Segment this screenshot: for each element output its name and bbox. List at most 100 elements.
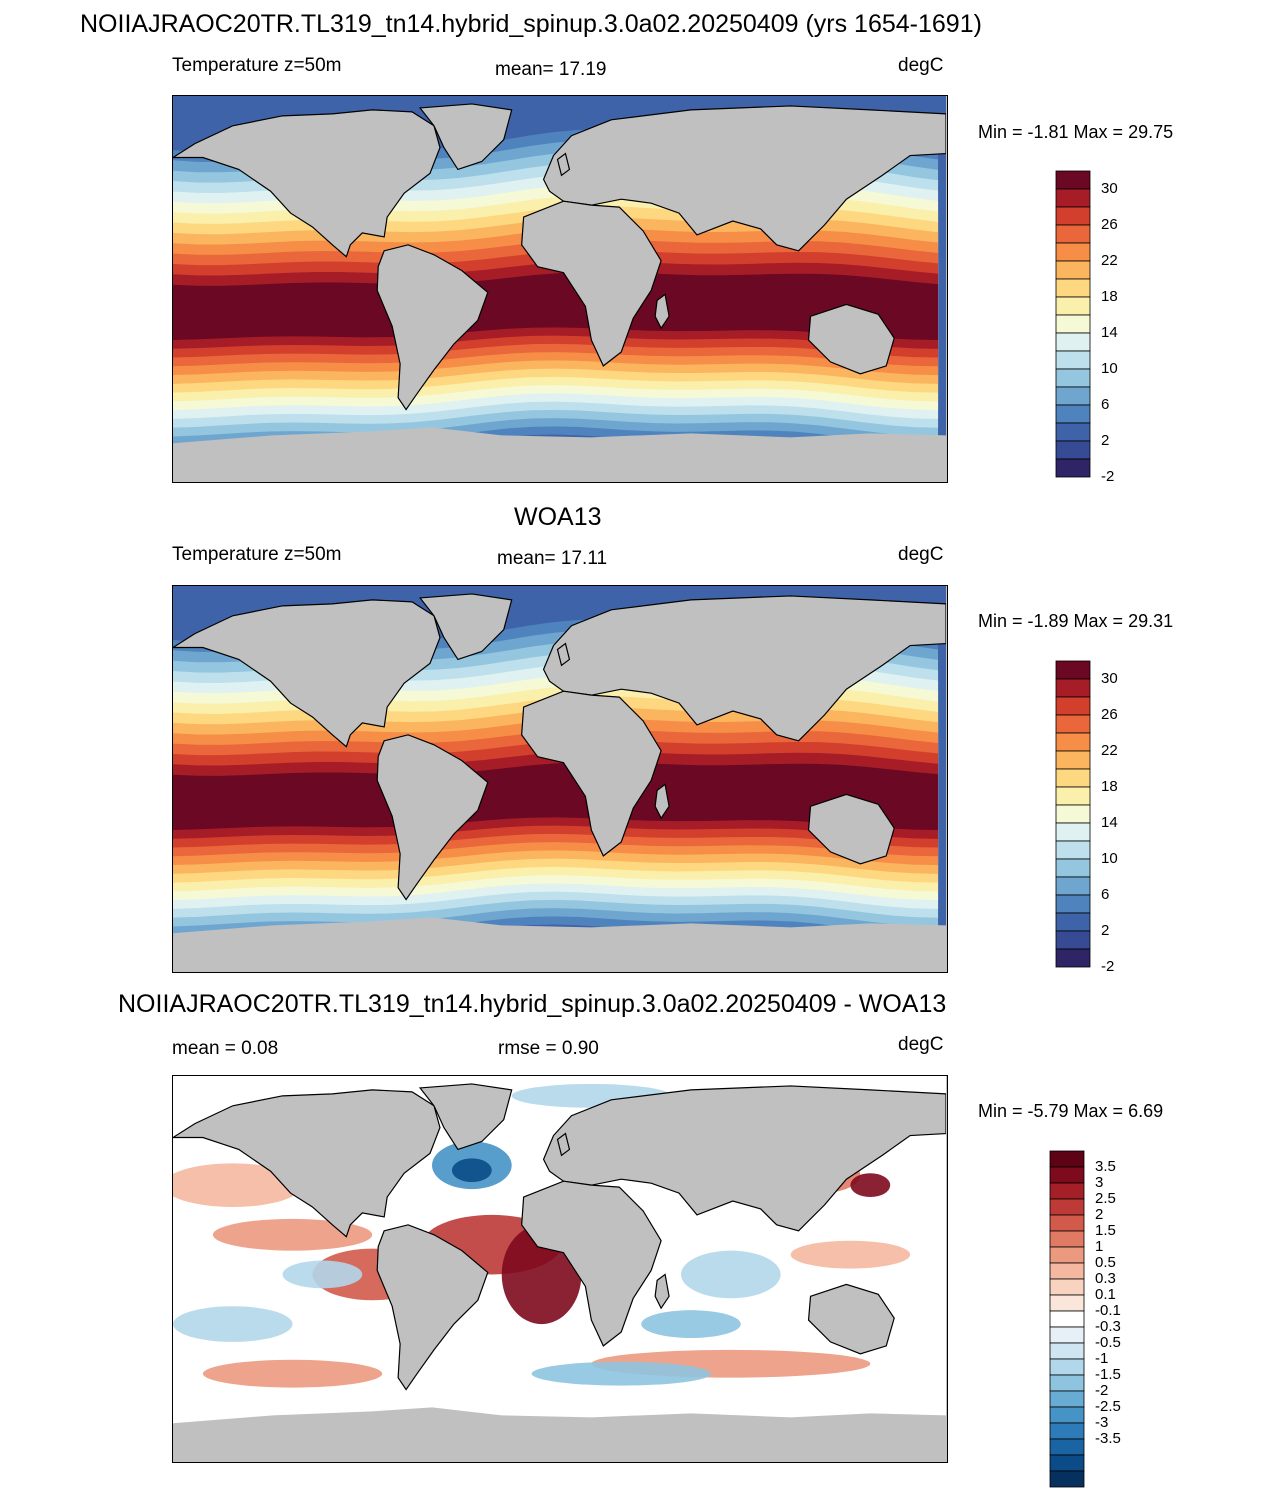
colorbar-swatch	[1049, 1198, 1085, 1216]
colorbar-tick-label: 10	[1101, 850, 1118, 867]
colorbar-swatch	[1055, 314, 1091, 334]
colorbar-swatches	[1055, 170, 1091, 478]
land-africa	[521, 200, 662, 367]
colorbar-swatch	[1055, 440, 1091, 460]
colorbar-tick-label: 2.5	[1095, 1190, 1116, 1207]
panel1-mean-label: mean= 17.19	[495, 59, 607, 80]
colorbar-swatch	[1055, 894, 1091, 914]
land-greenland	[418, 1083, 513, 1151]
colorbar-tick-label: 6	[1101, 886, 1110, 903]
land-uk	[556, 642, 571, 667]
colorbar-swatch	[1055, 876, 1091, 896]
colorbar-tick-label: -3.5	[1095, 1430, 1121, 1447]
land-madagascar	[654, 1273, 670, 1310]
panel3-units-label: degC	[898, 1034, 944, 1055]
colorbar-swatch	[1055, 912, 1091, 932]
colorbar-swatch	[1049, 1214, 1085, 1232]
land-greenland	[418, 593, 513, 661]
panel3-mean-label: mean = 0.08	[172, 1038, 279, 1059]
land-eurasia	[542, 105, 946, 252]
colorbar-tick-label: 0.5	[1095, 1254, 1116, 1271]
main-title: NOIIAJRAOC20TR.TL319_tn14.hybrid_spinup.…	[80, 10, 982, 38]
colorbar-tick-label: -0.5	[1095, 1334, 1121, 1351]
colorbar-tick-label: -0.3	[1095, 1318, 1121, 1335]
land-africa	[521, 1180, 662, 1347]
colorbar-swatch	[1055, 224, 1091, 244]
colorbar-swatches	[1049, 1150, 1085, 1488]
colorbar-swatch	[1055, 804, 1091, 824]
panel3-minmax-label: Min = -5.79 Max = 6.69	[978, 1101, 1164, 1121]
colorbar-tick-label: -2	[1101, 958, 1115, 975]
colorbar-tick-label: 3.5	[1095, 1158, 1116, 1175]
colorbar-swatch	[1049, 1262, 1085, 1280]
colorbar-swatch	[1049, 1310, 1085, 1328]
temperature-band	[173, 271, 939, 340]
land-southAmerica	[376, 244, 489, 411]
colorbar-tick-label: 14	[1101, 324, 1118, 341]
colorbar-swatch	[1055, 696, 1091, 716]
panel2-variable-label: Temperature z=50m	[172, 544, 342, 565]
map-canvas	[173, 1076, 946, 1461]
colorbar-swatch	[1049, 1326, 1085, 1344]
land-eurasia	[542, 1085, 946, 1232]
colorbar-tick-label: 6	[1101, 396, 1110, 413]
colorbar-swatch	[1055, 386, 1091, 406]
colorbar-swatch	[1055, 368, 1091, 388]
diff-title: NOIIAJRAOC20TR.TL319_tn14.hybrid_spinup.…	[118, 990, 947, 1018]
colorbar-swatch	[1055, 930, 1091, 950]
colorbar-swatch	[1055, 188, 1091, 208]
colorbar-swatch	[1055, 260, 1091, 280]
land-australia	[807, 793, 895, 865]
colorbar-swatch	[1055, 822, 1091, 842]
colorbar-swatch	[1049, 1390, 1085, 1408]
land-antarctica	[173, 917, 946, 971]
colorbar-tick-label: -2.5	[1095, 1398, 1121, 1415]
colorbar-swatch	[1055, 404, 1091, 424]
colorbar-tick-label: 10	[1101, 360, 1118, 377]
colorbar-tick-label: 18	[1101, 778, 1118, 795]
colorbar-tick-label: 26	[1101, 706, 1118, 723]
colorbar-swatch	[1055, 458, 1091, 478]
colorbar-tick-label: 1.5	[1095, 1222, 1116, 1239]
anomaly-patch	[790, 1240, 911, 1269]
colorbar-tick-label: 30	[1101, 670, 1118, 687]
map-canvas	[173, 586, 946, 971]
colorbar-swatch	[1055, 750, 1091, 770]
colorbar-tick-label: 22	[1101, 252, 1118, 269]
colorbar-tick-label: 22	[1101, 742, 1118, 759]
colorbar-swatch	[1055, 296, 1091, 316]
panel1-minmax-label: Min = -1.81 Max = 29.75	[978, 122, 1174, 142]
colorbar-swatch	[1049, 1470, 1085, 1488]
colorbar-swatch	[1049, 1278, 1085, 1296]
land-antarctica	[173, 1407, 946, 1461]
colorbar-swatch	[1049, 1294, 1085, 1312]
map-canvas	[173, 96, 946, 481]
colorbar-swatch	[1055, 278, 1091, 298]
anomaly-patch	[282, 1260, 363, 1289]
land-greenland	[418, 103, 513, 171]
colorbar-swatch	[1055, 732, 1091, 752]
land-northAmerica	[173, 599, 441, 748]
panel3-rmse-label: rmse = 0.90	[498, 1038, 599, 1059]
panel2-minmax-label: Min = -1.89 Max = 29.31	[978, 611, 1174, 631]
colorbar-swatch	[1049, 1230, 1085, 1248]
colorbar-swatch	[1049, 1150, 1085, 1168]
colorbar-tick-label: 1	[1095, 1238, 1104, 1255]
colorbar-swatch	[1055, 170, 1091, 190]
panel1-map	[172, 95, 948, 483]
colorbar-tick-label: -0.1	[1095, 1302, 1121, 1319]
colorbar-swatch	[1055, 332, 1091, 352]
colorbar-swatch	[1049, 1438, 1085, 1456]
colorbar-swatch	[1055, 714, 1091, 734]
anomaly-patch	[641, 1310, 741, 1338]
colorbar-swatch	[1055, 242, 1091, 262]
anomaly-patch	[850, 1173, 891, 1198]
land-antarctica	[173, 427, 946, 481]
colorbar-tick-label: -2	[1095, 1382, 1109, 1399]
colorbar-swatch	[1049, 1374, 1085, 1392]
land-northAmerica	[173, 1089, 441, 1238]
colorbar-swatch	[1055, 786, 1091, 806]
colorbar-tick-label: 2	[1095, 1206, 1104, 1223]
anomaly-patch	[212, 1218, 373, 1251]
panel1-units-label: degC	[898, 55, 944, 76]
